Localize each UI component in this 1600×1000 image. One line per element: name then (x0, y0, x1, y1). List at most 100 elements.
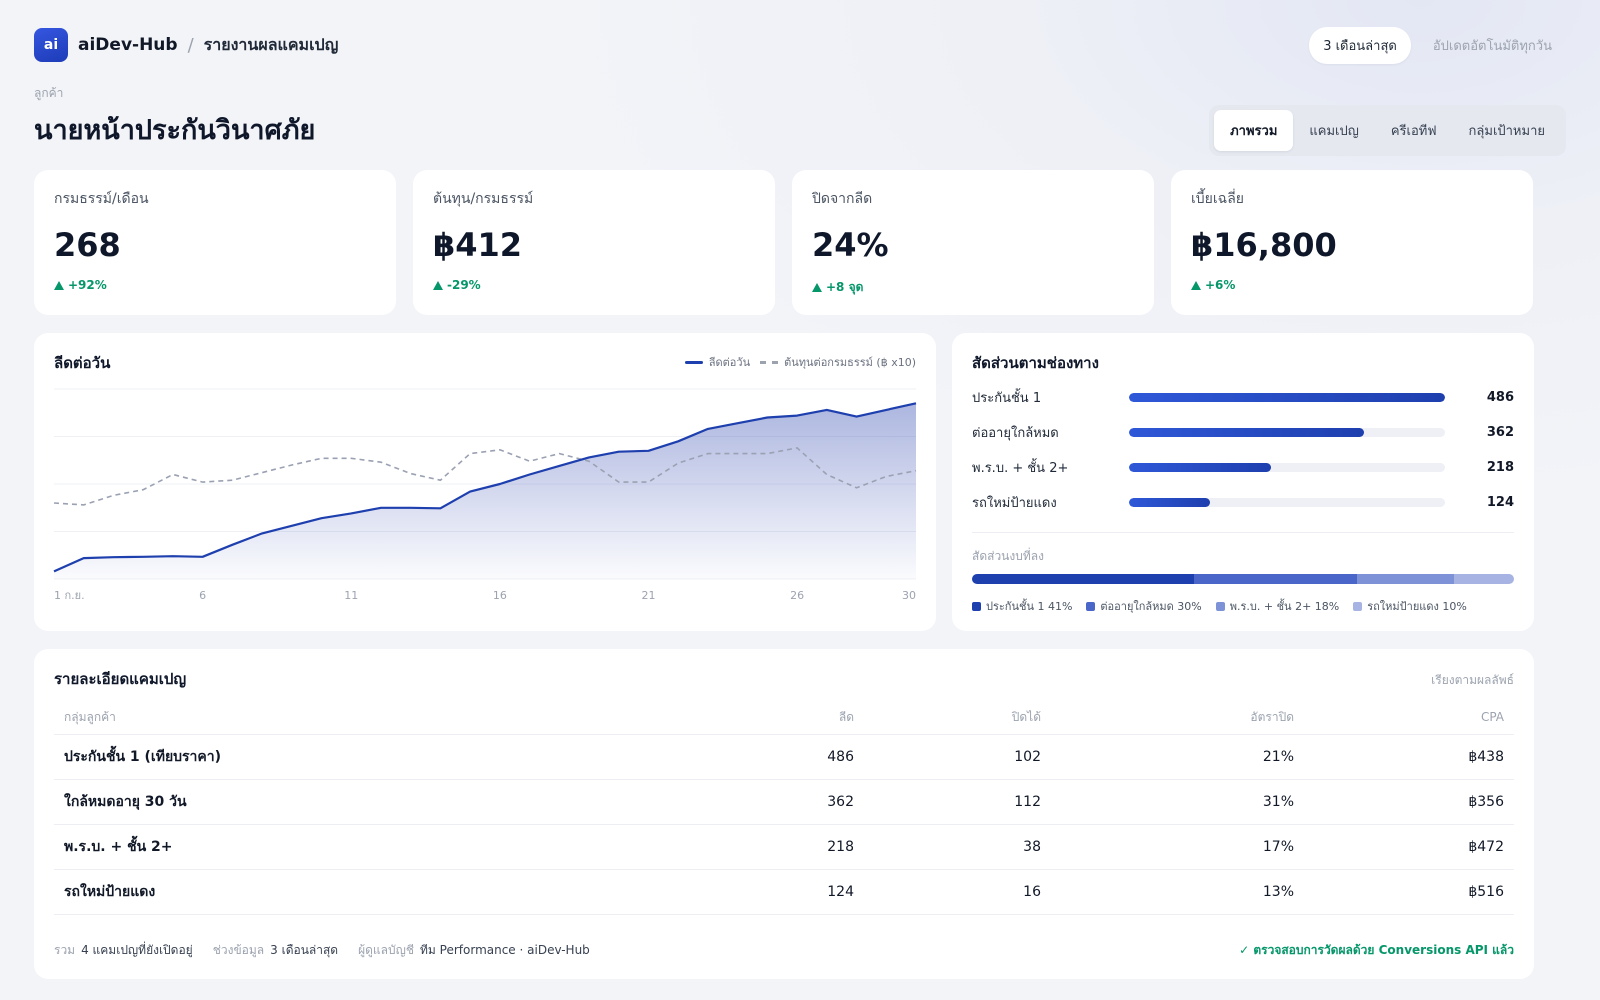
cell-segment: พ.ร.บ. + ชั้น 2+ (54, 824, 654, 870)
series-line-cost (53, 447, 917, 506)
sort-note[interactable]: เรียงตามผลลัพธ์ (1431, 673, 1514, 687)
legend-label: ต่ออายุใกล้หมด 30% (1100, 600, 1202, 613)
budget-mix-title: สัดส่วนงบที่ลง (972, 549, 1044, 563)
budget-mix-legend-item: ประกันชั้น 1 41% (972, 597, 1072, 615)
channel-row: รถใหม่ป้ายแดง 124 (972, 492, 1514, 512)
table-title: รายละเอียดแคมเปญ (54, 670, 187, 688)
budget-mix-segment (1194, 574, 1357, 584)
channel-bar-fill (1129, 427, 1365, 437)
top-bar: ai aiDev-Hub / รายงานผลแคมเปญ 3 เดือนล่า… (34, 26, 1566, 64)
footer-key: ช่วงข้อมูล (212, 943, 265, 957)
channel-bar-track (1129, 427, 1445, 437)
footer-total: รวม 4 แคมเปญที่ยังเปิดอยู่ (54, 941, 193, 960)
brand-logo[interactable]: ai (34, 28, 68, 62)
footer-owner: ผู้ดูแลบัญชี ทีม Performance · aiDev-Hub (358, 941, 590, 960)
dashed-line-swatch (760, 360, 779, 364)
cell-cpa: ฿356 (1304, 779, 1514, 825)
footer-value: 3 เดือนล่าสุด (270, 943, 339, 957)
kpi-delta-text: +8 จุด (826, 280, 864, 294)
cell-cpa: ฿516 (1304, 869, 1514, 915)
tab-creatives[interactable]: ครีเอทีฟ (1390, 124, 1437, 139)
table-row[interactable]: รถใหม่ป้ายแดง 124 16 13% ฿516 (54, 869, 1514, 915)
cell-close-rate: 31% (1051, 779, 1304, 825)
budget-mix-segment (1356, 574, 1455, 584)
channel-value: 124 (1486, 494, 1514, 510)
table-header-row: กลุ่มลูกค้า ลีด ปิดได้ อัตราปิด CPA (54, 701, 1514, 735)
channel-bar-fill (1129, 497, 1210, 507)
page-title: นายหน้าประกันวินาศภัย (34, 115, 316, 146)
chart-legend: ลีดต่อวัน ต้นทุนต่อกรมธรรม์ (฿ x10) (684, 353, 916, 371)
col-header-closed[interactable]: ปิดได้ (864, 701, 1051, 735)
footer-value: ทีม Performance · aiDev-Hub (420, 943, 590, 957)
legend-swatch (972, 601, 981, 611)
cell-cpa: ฿438 (1304, 734, 1514, 780)
trend-up-icon (812, 283, 822, 292)
legend-swatch (1215, 601, 1225, 611)
cell-leads: 362 (654, 779, 864, 825)
cell-close-rate: 17% (1051, 824, 1304, 870)
col-header-segment[interactable]: กลุ่มลูกค้า (54, 701, 654, 735)
top-actions: 3 เดือนล่าสุด อัปเดตอัตโนมัติทุกวัน (1309, 26, 1566, 64)
breadcrumb-separator: / (187, 34, 194, 56)
kpi-delta-text: -29% (447, 278, 481, 292)
brand-name[interactable]: aiDev-Hub (78, 35, 178, 55)
cell-closed: 112 (864, 779, 1051, 825)
channel-name: ประกันชั้น 1 (972, 390, 1042, 406)
channel-value: 218 (1486, 459, 1514, 475)
solid-line-swatch (684, 360, 703, 364)
cell-closed: 16 (864, 869, 1051, 915)
tab-campaigns[interactable]: แคมเปญ (1309, 124, 1359, 139)
col-header-leads[interactable]: ลีด (654, 701, 864, 735)
table-row[interactable]: พ.ร.บ. + ชั้น 2+ 218 38 17% ฿472 (54, 824, 1514, 870)
col-header-cpa[interactable]: CPA (1304, 701, 1514, 735)
breadcrumb-current: รายงานผลแคมเปญ (203, 34, 339, 54)
kpi-label: ต้นทุน/กรมธรรม์ (433, 191, 534, 207)
kpi-value: ฿412 (433, 226, 523, 264)
cell-segment: ประกันชั้น 1 (เทียบราคา) (54, 734, 654, 780)
campaign-table: กลุ่มลูกค้า ลีด ปิดได้ อัตราปิด CPA ประก… (54, 701, 1514, 915)
campaign-details-card: รายละเอียดแคมเปญ เรียงตามผลลัพธ์ กลุ่มลู… (34, 649, 1534, 979)
cell-leads: 218 (654, 824, 864, 870)
table-row[interactable]: ประกันชั้น 1 (เทียบราคา) 486 102 21% ฿438 (54, 734, 1514, 780)
date-range-selector[interactable]: 3 เดือนล่าสุด (1309, 26, 1411, 64)
budget-mix-segment (972, 574, 1195, 584)
auto-update-note: อัปเดตอัตโนมัติทุกวัน (1432, 38, 1552, 54)
legend-label: พ.ร.บ. + ชั้น 2+ 18% (1229, 600, 1340, 613)
x-tick-label: 11 (344, 589, 358, 602)
kpi-value: ฿16,800 (1191, 226, 1337, 264)
kpi-delta-text: +92% (68, 278, 107, 292)
budget-mix-legend: ประกันชั้น 1 41% ต่ออายุใกล้หมด 30% พ.ร.บ.… (972, 597, 1467, 615)
footer-key: รวม (54, 943, 76, 957)
kpi-card-cost-per-policy: ต้นทุน/กรมธรรม์ ฿412 -29% (413, 170, 775, 315)
legend-item-leads[interactable]: ลีดต่อวัน (684, 353, 750, 371)
kpi-delta: +92% (54, 278, 376, 292)
cell-leads: 486 (654, 734, 864, 780)
footer-key: ผู้ดูแลบัญชี (358, 943, 415, 957)
budget-mix-legend-item: พ.ร.บ. + ชั้น 2+ 18% (1215, 597, 1340, 615)
x-tick-label: 21 (641, 589, 655, 602)
cell-segment: รถใหม่ป้ายแดง (54, 869, 654, 915)
divider (972, 532, 1514, 533)
tab-audiences[interactable]: กลุ่มเป้าหมาย (1468, 124, 1545, 139)
table-row[interactable]: ใกล้หมดอายุ 30 วัน 362 112 31% ฿356 (54, 779, 1514, 825)
cell-closed: 38 (864, 824, 1051, 870)
kpi-delta: +8 จุด (812, 278, 1134, 297)
kpi-delta: +6% (1191, 278, 1513, 292)
x-tick-label: 1 ก.ย. (54, 589, 85, 602)
cell-cpa: ฿472 (1304, 824, 1514, 870)
capi-verified-note: ✓ ตรวจสอบการวัดผลด้วย Conversions API แล… (1239, 943, 1514, 957)
legend-label: ประกันชั้น 1 41% (986, 600, 1073, 613)
trend-up-icon (1191, 280, 1201, 290)
channel-row: ประกันชั้น 1 486 (972, 387, 1514, 407)
kpi-value: 24% (812, 226, 889, 264)
cell-leads: 124 (654, 869, 864, 915)
legend-item-cost[interactable]: ต้นทุนต่อกรมธรรม์ (฿ x10) (760, 353, 916, 371)
channel-name: รถใหม่ป้ายแดง (972, 495, 1057, 511)
col-header-close-rate[interactable]: อัตราปิด (1051, 701, 1304, 735)
table-footer: รวม 4 แคมเปญที่ยังเปิดอยู่ ช่วงข้อมูล 3 เด… (54, 941, 1514, 960)
budget-mix-segment (1454, 574, 1514, 584)
channel-title: สัดส่วนตามช่องทาง (972, 354, 1099, 372)
budget-mix-legend-item: ต่ออายุใกล้หมด 30% (1086, 597, 1202, 615)
leads-chart-card: 1 ก.ย. 6 11 16 21 26 30 ลีดต่อวัน ลีดต่อวัน ต้… (34, 333, 936, 631)
tab-overview[interactable]: ภาพรวม (1214, 110, 1294, 151)
